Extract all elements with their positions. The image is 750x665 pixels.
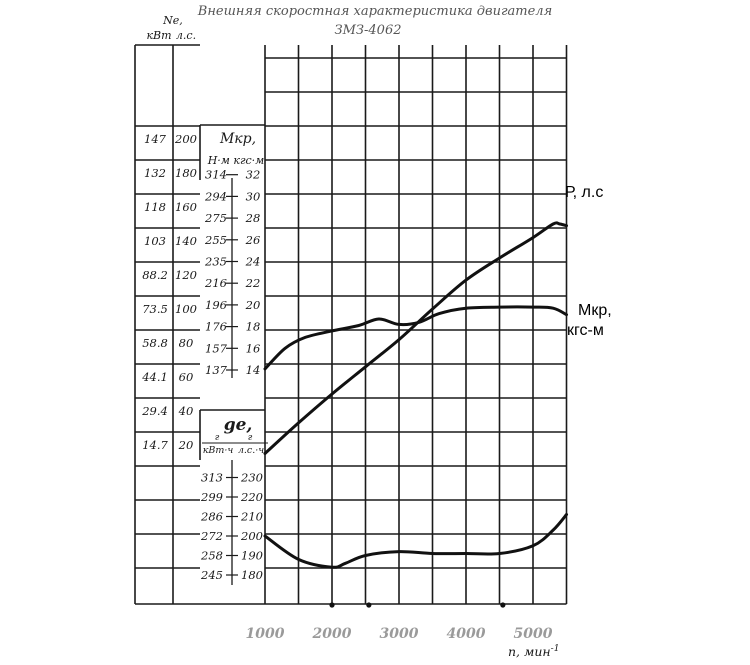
torque-tick-nm: 275 (204, 211, 227, 225)
torque-tick-kgsm: 24 (245, 255, 261, 269)
torque-tick-kgsm: 22 (245, 276, 261, 290)
power-tick-kw: 118 (144, 200, 166, 214)
torque-tick-nm: 314 (205, 168, 227, 182)
chart-subtitle: ЗМЗ-4062 (335, 23, 402, 38)
x-axis-dot-marker (366, 602, 371, 607)
fuel-tick-kwh: 299 (200, 490, 223, 504)
x-tick-label: 1000 (246, 626, 285, 642)
power-axis-symbol: Ne, (162, 14, 183, 27)
power-tick-hp: 200 (174, 132, 197, 146)
power-tick-kw: 132 (144, 166, 166, 180)
torque-axis-symbol: Мкр, (219, 131, 256, 147)
chart-title: Внешняя скоростная характеристика двигат… (197, 4, 552, 19)
fuel-tick-kwh: 272 (200, 529, 223, 543)
x-tick-label: 4000 (447, 626, 486, 642)
torque-tick-nm: 196 (205, 298, 227, 312)
torque-tick-kgsm: 28 (245, 211, 261, 225)
power-curve (265, 223, 567, 454)
torque-axis-units: Н·м кгс·м (207, 154, 265, 167)
power-tick-kw: 103 (144, 234, 166, 248)
x-tick-label: 2000 (312, 626, 352, 642)
power-tick-kw: 29.4 (141, 404, 168, 418)
fuel-axis-unit-num-right: г (248, 433, 253, 443)
power-tick-kw: 44.1 (141, 370, 168, 384)
fuel-tick-hph: 180 (241, 568, 263, 582)
power-axis-unit-kw: кВт (146, 29, 171, 42)
power-tick-hp: 40 (178, 404, 194, 418)
fuel-axis-symbol: ge, (224, 415, 253, 435)
torque-tick-kgsm: 16 (246, 341, 261, 355)
x-axis-dot-marker (329, 602, 334, 607)
fuel-axis-unit-right: л.с.·ч (238, 445, 264, 456)
torque-tick-kgsm: 26 (245, 233, 261, 247)
torque-tick-kgsm: 30 (246, 189, 261, 203)
torque-tick-nm: 294 (204, 189, 227, 203)
torque-tick-nm: 216 (204, 276, 227, 290)
fuel-tick-kwh: 286 (200, 510, 223, 524)
power-tick-hp: 120 (175, 268, 197, 282)
power-tick-hp: 80 (179, 336, 194, 350)
engine-characteristic-chart: Внешняя скоростная характеристика двигат… (0, 0, 750, 665)
fuel-consumption-curve (265, 515, 567, 568)
fuel-tick-kwh: 313 (201, 471, 223, 485)
fuel-axis-unit-num-left: г (215, 433, 220, 443)
power-tick-kw: 58.8 (142, 336, 168, 350)
fuel-tick-kwh: 258 (200, 549, 223, 563)
power-tick-hp: 160 (175, 200, 197, 214)
power-tick-hp: 140 (175, 234, 197, 248)
torque-tick-kgsm: 18 (246, 320, 261, 334)
fuel-tick-hph: 200 (240, 529, 263, 543)
x-axis-label-sup: -1 (551, 644, 560, 654)
x-tick-label: 3000 (380, 626, 419, 642)
power-tick-hp: 100 (175, 302, 197, 316)
power-tick-kw: 73.5 (142, 302, 168, 316)
chart-grid (135, 45, 567, 604)
x-axis-label: n, мин-1 (508, 644, 559, 659)
power-axis-unit-hp: л.с. (176, 29, 196, 42)
power-tick-hp: 20 (178, 438, 194, 452)
x-axis-label-text: n, мин (508, 644, 551, 659)
x-axis-dot-marker (500, 602, 505, 607)
x-axis-ticks: 1000 2000 3000 4000 5000 (246, 602, 553, 642)
series-label-torque-line2: кгс-м (567, 322, 604, 339)
fuel-tick-hph: 190 (241, 549, 263, 563)
fuel-tick-hph: 210 (240, 510, 263, 524)
fuel-axis-unit-left: кВт·ч (203, 445, 234, 456)
torque-curve (265, 307, 567, 369)
power-tick-kw: 147 (144, 132, 167, 146)
series-label-power: Р, л.с (565, 184, 603, 201)
torque-tick-nm: 255 (204, 233, 227, 247)
power-tick-kw: 14.7 (142, 438, 168, 452)
fuel-tick-kwh: 245 (200, 568, 223, 582)
power-axis-ticks: 147 200 132 180 118 160 103 140 88.2 120 73.5 100 58… (141, 132, 197, 452)
fuel-tick-hph: 220 (240, 490, 263, 504)
torque-tick-kgsm: 14 (246, 363, 261, 377)
torque-tick-nm: 137 (205, 363, 228, 377)
torque-tick-kgsm: 20 (245, 298, 261, 312)
fuel-tick-hph: 230 (240, 471, 263, 485)
torque-tick-kgsm: 32 (246, 168, 261, 182)
torque-tick-nm: 176 (205, 320, 227, 334)
series-label-torque-line1: Мкр, (578, 302, 612, 319)
power-tick-kw: 88.2 (142, 268, 168, 282)
torque-tick-nm: 235 (204, 255, 227, 269)
power-tick-hp: 60 (179, 370, 194, 384)
power-tick-hp: 180 (175, 166, 197, 180)
x-tick-label: 5000 (514, 626, 553, 642)
curves (265, 223, 567, 567)
torque-tick-nm: 157 (205, 341, 228, 355)
